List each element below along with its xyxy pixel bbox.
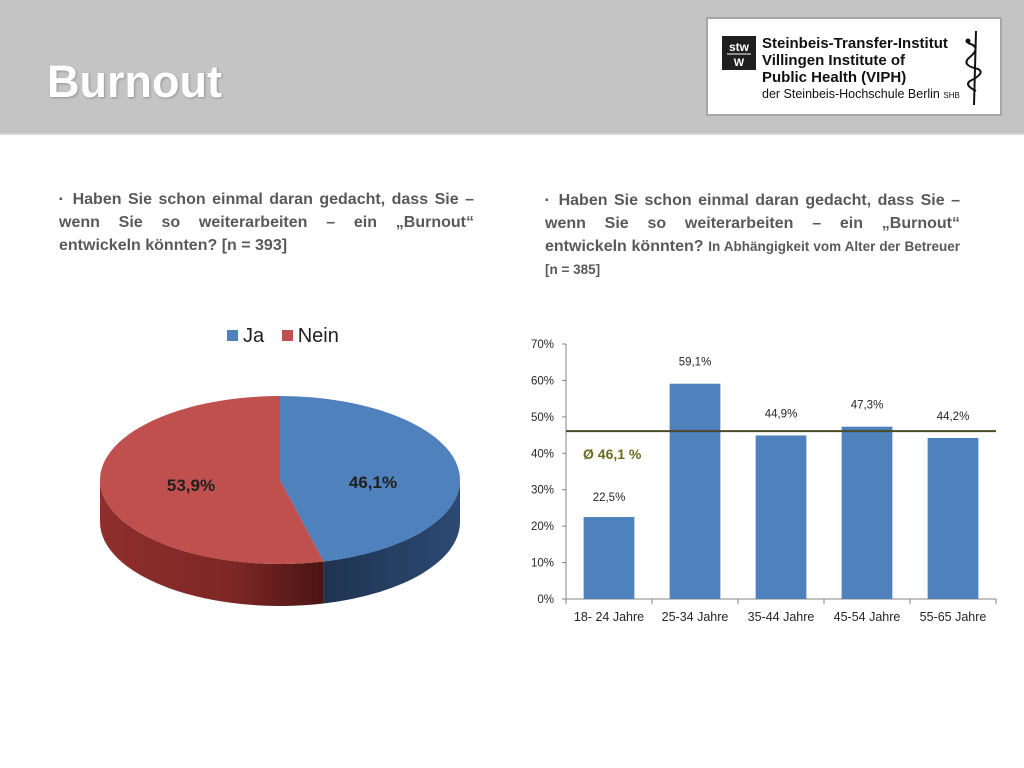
bullet-icon: ▪	[59, 194, 65, 205]
logo-line-1: Steinbeis-Transfer-Institut	[762, 35, 948, 52]
bar-3	[755, 435, 807, 599]
bar-data-label: 44,9%	[765, 408, 798, 420]
x-tick-label: 45-54 Jahre	[834, 610, 901, 624]
x-tick-label: 25-34 Jahre	[662, 610, 729, 624]
x-tick-label: 18- 24 Jahre	[574, 610, 644, 624]
logo-line-3: Public Health (VIPH)	[762, 69, 907, 86]
pie-label-nein: 53,9%	[167, 476, 215, 495]
pie-slice-nein	[100, 396, 324, 564]
pie-side-ja	[323, 480, 461, 604]
institute-logo: stw W Steinbeis-Transfer-Institut Villin…	[706, 17, 1002, 116]
bar-data-label: 59,1%	[679, 357, 712, 369]
bar-chart: 0% 10% 20% 30% 40% 50% 60% 70% 18- 24 Jahre 25-34…	[531, 339, 997, 624]
y-tick-label: 20%	[531, 521, 554, 533]
logo-line-4-small: SHB	[943, 91, 960, 100]
legend-item-ja: Ja	[227, 325, 264, 347]
pie-slice-ja	[280, 396, 461, 562]
right-question: ▪ Haben Sie schon einmal daran gedacht, d…	[545, 189, 960, 281]
header-divider	[0, 133, 1024, 135]
logo-mark-text: stw	[729, 40, 750, 54]
logo-line-4: der Steinbeis-Hochschule Berlin SHB	[762, 87, 960, 101]
legend-swatch-ja	[227, 330, 238, 341]
pie-side-nein	[100, 480, 324, 607]
y-tick-label: 40%	[531, 448, 554, 460]
svg-text:W: W	[734, 57, 745, 69]
left-question-text: Haben Sie schon einmal daran gedacht, da…	[59, 191, 474, 254]
bar-2	[669, 383, 721, 599]
bar-data-label: 44,2%	[937, 411, 970, 423]
slide-title: Burnout	[47, 56, 222, 107]
legend-label-nein: Nein	[297, 325, 339, 347]
legend-label-ja: Ja	[243, 325, 265, 347]
right-question-suffix: In Abhängigkeit vom Alter der Betreuer […	[545, 239, 960, 277]
bar-data-label: 47,3%	[851, 400, 884, 412]
y-tick-label: 50%	[531, 412, 554, 424]
bar-1	[583, 517, 635, 599]
left-question: ▪ Haben Sie schon einmal daran gedacht, d…	[59, 188, 474, 257]
average-label: Ø 46,1 %	[583, 446, 642, 462]
bar-4	[841, 426, 893, 599]
x-tick-label: 35-44 Jahre	[748, 610, 815, 624]
bar-5	[927, 437, 979, 599]
y-tick-label: 60%	[531, 375, 554, 387]
y-tick-label: 10%	[531, 558, 554, 570]
bar-data-label: 22,5%	[593, 492, 626, 504]
legend-swatch-nein	[281, 330, 293, 341]
pie-label-ja: 46,1%	[349, 473, 397, 492]
right-question-text: Haben Sie schon einmal daran gedacht, da…	[545, 192, 960, 255]
logo-line-2: Villingen Institute of	[762, 52, 906, 69]
staff-of-asclepius-icon	[965, 30, 982, 106]
pie-legend: Ja Nein	[227, 325, 351, 348]
legend-item-nein: Nein	[281, 325, 339, 347]
y-tick-label: 0%	[537, 594, 554, 606]
y-tick-label: 30%	[531, 485, 554, 497]
bullet-icon: ▪	[545, 195, 551, 206]
stw-logo-mark: stw W	[722, 36, 756, 70]
x-tick-label: 55-65 Jahre	[920, 610, 987, 624]
logo-line-4-text: der Steinbeis-Hochschule Berlin	[762, 87, 940, 101]
y-tick-label: 70%	[531, 339, 554, 351]
